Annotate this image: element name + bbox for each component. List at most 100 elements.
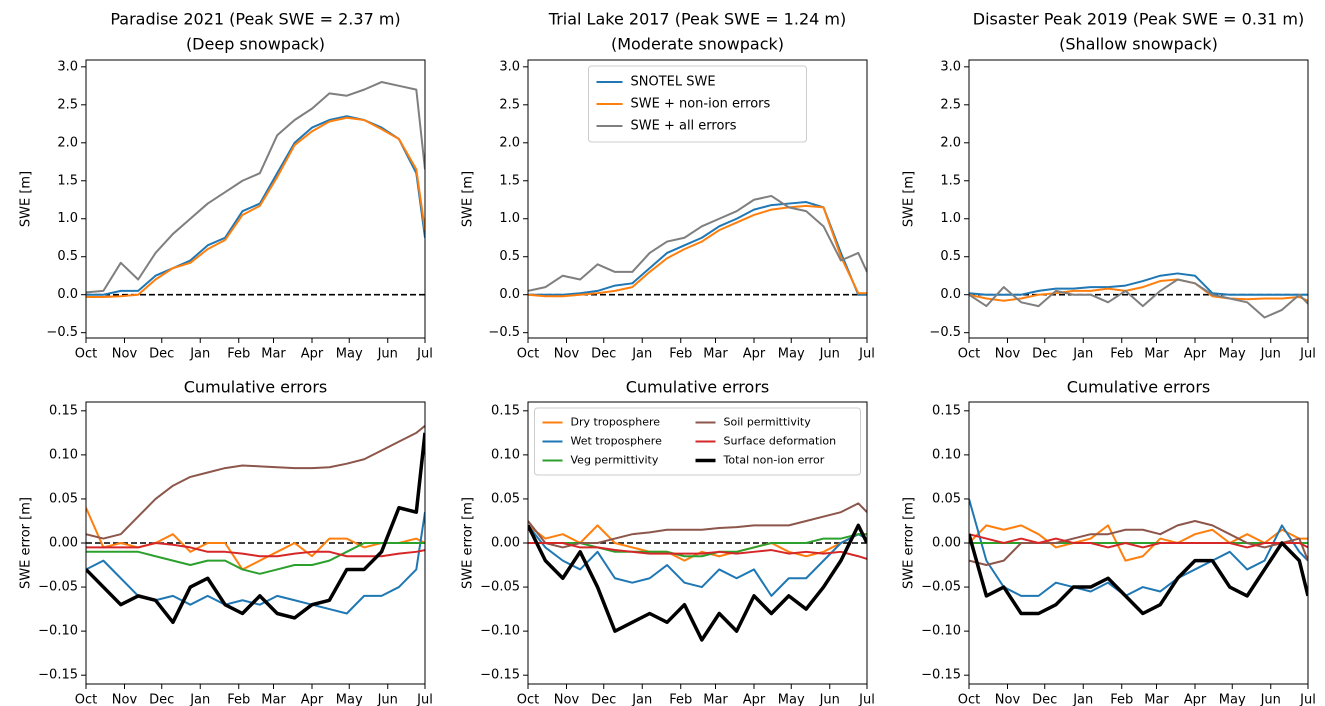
legend-label: Total non-ion error bbox=[723, 454, 825, 467]
x-tick-label: Nov bbox=[554, 693, 580, 706]
y-tick-label: −0.5 bbox=[46, 325, 78, 340]
x-tick-label: Feb bbox=[227, 347, 250, 362]
legend-label: Soil permittivity bbox=[724, 416, 812, 429]
series-line bbox=[86, 542, 425, 575]
x-tick-label: Nov bbox=[112, 693, 138, 706]
x-tick-label: May bbox=[1219, 693, 1246, 706]
y-tick-label: −0.05 bbox=[921, 580, 961, 595]
y-tick-label: 2.5 bbox=[57, 97, 78, 112]
x-tick-label: Mar bbox=[261, 347, 286, 362]
chart-title: Disaster Peak 2019 (Peak SWE = 0.31 m) bbox=[973, 10, 1304, 29]
series-line bbox=[86, 81, 425, 294]
legend-label: Wet troposphere bbox=[571, 435, 663, 448]
x-tick-label: Jan bbox=[1072, 693, 1093, 706]
y-tick-label: 0.15 bbox=[49, 403, 78, 418]
x-tick-label: Mar bbox=[703, 693, 728, 706]
y-tick-label: 1.5 bbox=[940, 173, 961, 188]
x-tick-label: Dec bbox=[149, 693, 174, 706]
chart-title: Paradise 2021 (Peak SWE = 2.37 m) bbox=[110, 10, 400, 29]
panel: Cumulative errors SWE error [m] Oct Nov Dec J… bbox=[19, 378, 433, 706]
x-tick-label: Oct bbox=[958, 693, 980, 706]
panel: Trial Lake 2017 (Peak SWE = 1.24 m) (Mode… bbox=[461, 10, 875, 362]
x-tick-label: Jul bbox=[1299, 693, 1316, 706]
x-tick-label: May bbox=[778, 347, 805, 362]
series-line bbox=[969, 278, 1308, 319]
series-line bbox=[86, 116, 425, 298]
y-axis-label: SWE error [m] bbox=[19, 497, 34, 589]
y-tick-label: −0.10 bbox=[480, 624, 520, 639]
x-tick-label: Apr bbox=[301, 693, 324, 706]
x-tick-label: Jan bbox=[1072, 347, 1093, 362]
x-tick-label: Jun bbox=[1260, 693, 1281, 706]
chart-subtitle: (Deep snowpack) bbox=[186, 35, 325, 54]
x-tick-label: Jun bbox=[377, 347, 398, 362]
x-tick-label: Feb bbox=[227, 693, 250, 706]
x-tick-label: Mar bbox=[1144, 693, 1169, 706]
x-tick-label: Jun bbox=[819, 347, 840, 362]
x-tick-label: Dec bbox=[149, 347, 174, 362]
y-tick-label: 0.10 bbox=[49, 447, 78, 462]
x-tick-label: Dec bbox=[1032, 347, 1057, 362]
chart-subtitle: (Shallow snowpack) bbox=[1059, 35, 1218, 54]
y-tick-label: 0.15 bbox=[932, 403, 961, 418]
y-tick-label: 0.0 bbox=[499, 287, 520, 302]
x-tick-label: May bbox=[1219, 347, 1246, 362]
x-tick-label: Nov bbox=[995, 693, 1021, 706]
y-tick-label: 1.5 bbox=[499, 173, 520, 188]
series-line bbox=[528, 542, 867, 560]
y-tick-label: 2.0 bbox=[57, 135, 78, 150]
legend-label: Veg permittivity bbox=[571, 454, 659, 467]
x-tick-label: Jan bbox=[631, 693, 652, 706]
axes-frame bbox=[85, 401, 426, 685]
y-tick-label: −0.15 bbox=[921, 668, 961, 683]
y-tick-label: −0.15 bbox=[38, 668, 78, 683]
series-line bbox=[969, 498, 1308, 597]
panel: Disaster Peak 2019 (Peak SWE = 0.31 m) (S… bbox=[902, 10, 1316, 362]
x-tick-label: Apr bbox=[743, 347, 766, 362]
y-tick-label: 0.00 bbox=[49, 536, 78, 551]
chart-title: Trial Lake 2017 (Peak SWE = 1.24 m) bbox=[548, 10, 846, 29]
y-tick-label: 2.5 bbox=[499, 97, 520, 112]
panel: Cumulative errors SWE error [m] Oct Nov Dec J… bbox=[902, 378, 1316, 706]
series-line bbox=[528, 201, 867, 296]
x-tick-label: Nov bbox=[995, 347, 1021, 362]
y-tick-label: 0.05 bbox=[491, 491, 520, 506]
x-tick-label: Apr bbox=[1184, 693, 1207, 706]
y-tick-label: 0.5 bbox=[57, 249, 78, 264]
series-line bbox=[528, 204, 867, 298]
legend-label: Dry troposphere bbox=[571, 416, 661, 429]
y-tick-label: 0.10 bbox=[932, 447, 961, 462]
y-axis-label: SWE error [m] bbox=[461, 497, 476, 589]
x-tick-label: Feb bbox=[1110, 693, 1133, 706]
legend-label: SWE + all errors bbox=[631, 119, 737, 134]
x-tick-label: Jul bbox=[858, 693, 875, 706]
y-axis-label: SWE [m] bbox=[19, 171, 34, 227]
series-line bbox=[969, 533, 1308, 549]
series-line bbox=[528, 533, 867, 558]
series-line bbox=[86, 115, 425, 296]
x-tick-label: Mar bbox=[1144, 347, 1169, 362]
x-tick-label: Feb bbox=[669, 347, 692, 362]
x-tick-label: Nov bbox=[554, 347, 580, 362]
x-tick-label: Dec bbox=[1032, 693, 1057, 706]
y-tick-label: −0.10 bbox=[921, 624, 961, 639]
x-tick-label: Oct bbox=[75, 347, 97, 362]
y-tick-label: 1.0 bbox=[940, 211, 961, 226]
y-axis-label: SWE [m] bbox=[902, 171, 917, 227]
axes-frame bbox=[527, 401, 868, 685]
chart-title: Cumulative errors bbox=[184, 378, 327, 397]
series-line bbox=[528, 194, 867, 292]
y-tick-label: 0.10 bbox=[491, 447, 520, 462]
x-tick-label: Apr bbox=[1184, 347, 1207, 362]
axes-frame bbox=[527, 59, 868, 339]
x-tick-label: Oct bbox=[958, 347, 980, 362]
x-tick-label: Jul bbox=[416, 693, 433, 706]
y-tick-label: 1.0 bbox=[499, 211, 520, 226]
x-tick-label: Oct bbox=[517, 693, 539, 706]
x-tick-label: Jun bbox=[819, 693, 840, 706]
y-tick-label: −0.10 bbox=[38, 624, 78, 639]
chart-subtitle: (Moderate snowpack) bbox=[611, 35, 784, 54]
x-tick-label: May bbox=[778, 693, 805, 706]
x-tick-label: Jan bbox=[189, 693, 210, 706]
x-tick-label: Jul bbox=[416, 347, 433, 362]
